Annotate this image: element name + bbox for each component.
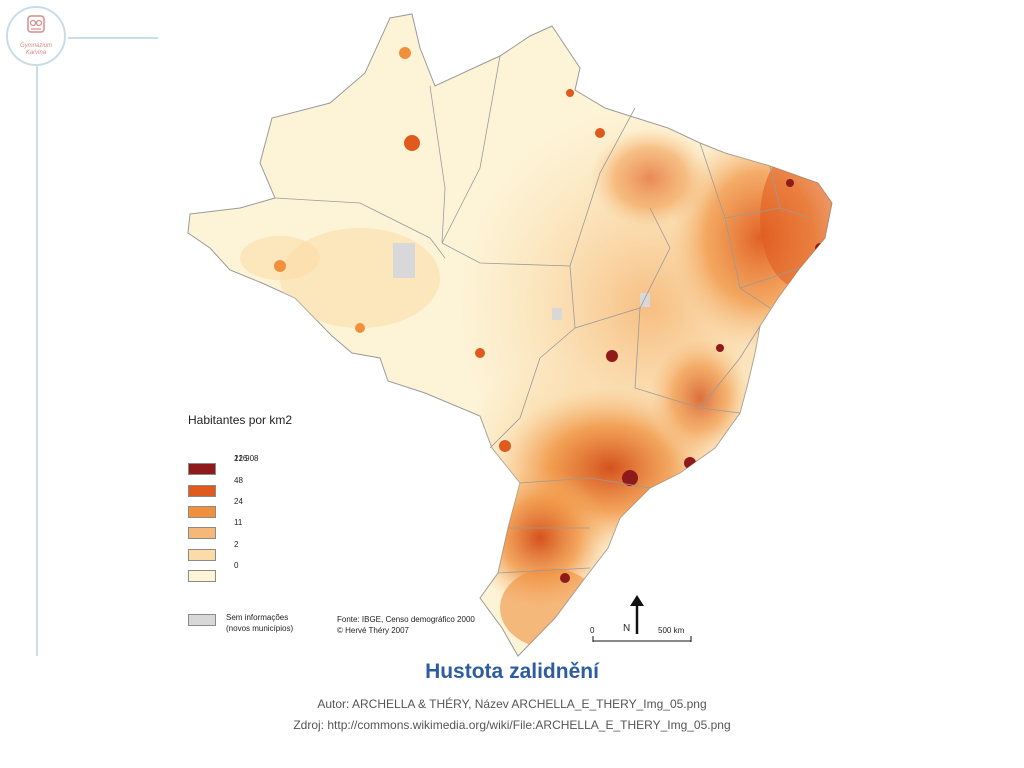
north-label: N <box>623 623 631 634</box>
legend-swatch <box>188 463 216 475</box>
no-info-label: Sem informações (novos municípios) <box>226 612 293 634</box>
legend-swatch <box>188 485 216 497</box>
brazil-population-density-map <box>180 8 840 658</box>
brazil-map <box>187 13 833 657</box>
legend-swatch <box>188 549 216 561</box>
legend-swatch <box>188 570 216 582</box>
north-arrow-icon <box>630 595 644 634</box>
frame-line <box>68 37 158 39</box>
logo-text: Gymnázium <box>19 43 52 49</box>
legend-label: 216 <box>234 454 248 463</box>
frame-line <box>36 66 38 656</box>
image-author-credit: Autor: ARCHELLA & THÉRY, Název ARCHELLA_… <box>317 697 707 711</box>
image-source-credit: Zdroj: http://commons.wikimedia.org/wiki… <box>293 718 731 732</box>
legend-label: 24 <box>234 497 243 506</box>
slide-title: Hustota zalidnění <box>425 660 599 683</box>
school-logo <box>6 6 66 66</box>
legend-top-value: 12 908 <box>234 454 259 463</box>
legend-label: 2 <box>234 540 239 549</box>
legend-label: 48 <box>234 476 243 485</box>
legend-title: Habitantes por km2 <box>188 413 293 427</box>
scale-zero: 0 <box>590 626 595 635</box>
legend-label: 0 <box>234 561 239 570</box>
scale-max: 500 km <box>658 626 685 635</box>
logo-text: Karviná <box>25 50 47 56</box>
no-info-swatch <box>188 614 216 626</box>
source-line: © Hervé Théry 2007 <box>337 626 410 635</box>
legend-label: 11 <box>234 518 243 527</box>
no-info-line: (novos municípios) <box>226 624 294 633</box>
map-source: Fonte: IBGE, Censo demográfico 2000 © He… <box>337 614 475 636</box>
legend-swatch <box>188 527 216 539</box>
source-line: Fonte: IBGE, Censo demográfico 2000 <box>337 615 475 624</box>
legend-swatch <box>188 506 216 518</box>
scale-bar <box>592 636 692 642</box>
no-info-line: Sem informações <box>226 613 289 622</box>
